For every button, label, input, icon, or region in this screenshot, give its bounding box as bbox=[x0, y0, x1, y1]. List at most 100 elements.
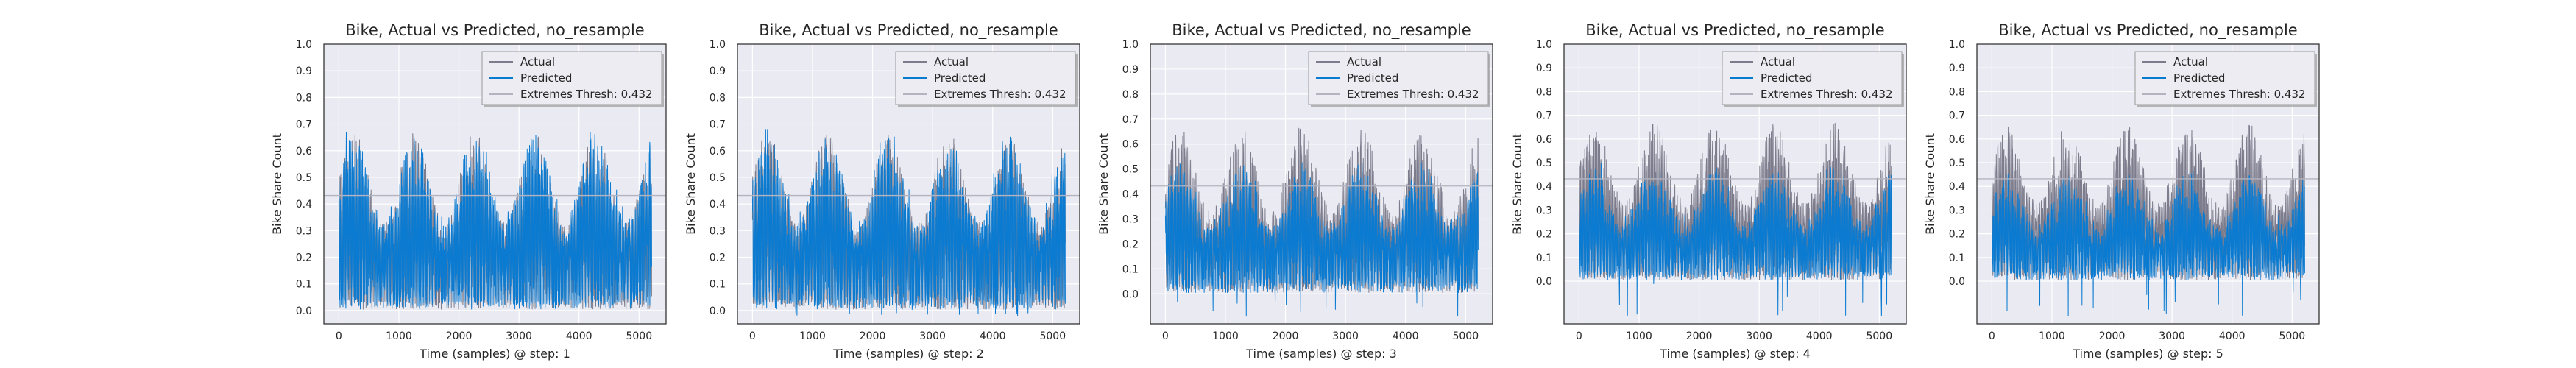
chart4-series-predicted bbox=[1578, 163, 1892, 316]
chart3-ytick-label: 0.6 bbox=[1122, 139, 1139, 151]
chart5-xlabel: Time (samples) @ step: 5 bbox=[2072, 347, 2223, 361]
chart3-ylabel: Bike Share Count bbox=[1097, 133, 1111, 235]
chart5-ytick-label: 0.2 bbox=[1949, 229, 1965, 241]
chart2-ylabel: Bike Share Count bbox=[684, 133, 698, 235]
chart2-xtick-label: 3000 bbox=[919, 330, 946, 342]
chart4-legend-label-threshold: Extremes Thresh: 0.432 bbox=[1761, 88, 1893, 101]
chart4-xtick-label: 2000 bbox=[1686, 330, 1713, 342]
chart5-ytick-label: 0.5 bbox=[1949, 158, 1965, 169]
chart5-xtick-label: 4000 bbox=[2219, 330, 2246, 342]
chart1-title: Bike, Actual vs Predicted, no_resample bbox=[345, 21, 644, 40]
chart2-frame bbox=[737, 43, 1080, 325]
chart2-legend-label-threshold: Extremes Thresh: 0.432 bbox=[934, 88, 1066, 101]
chart1-frame bbox=[323, 43, 667, 325]
chart3-legend-label-actual: Actual bbox=[1347, 55, 1381, 68]
chart4-xtick-label: 1000 bbox=[1626, 330, 1652, 342]
chart1-xtick-label: 2000 bbox=[446, 330, 473, 342]
chart2-xtick-label: 1000 bbox=[799, 330, 826, 342]
chart5-xtick-label: 3000 bbox=[2159, 330, 2185, 342]
chart2-xtick-label: 4000 bbox=[980, 330, 1006, 342]
chart3-ytick-label: 0.4 bbox=[1122, 189, 1139, 201]
chart1-ytick-label: 0.6 bbox=[296, 146, 312, 158]
chart5-legend-label-threshold: Extremes Thresh: 0.432 bbox=[2173, 88, 2306, 101]
chart2-xlabel: Time (samples) @ step: 2 bbox=[832, 347, 984, 361]
chart2-series-predicted bbox=[751, 129, 1066, 316]
chart3-ytick-label: 0.0 bbox=[1122, 289, 1139, 300]
chart1-ytick-label: 0.5 bbox=[296, 172, 312, 184]
chart4-ytick-label: 0.4 bbox=[1536, 181, 1552, 193]
chart1-legend-label-actual: Actual bbox=[520, 55, 555, 68]
chart5-xtick-label: 5000 bbox=[2279, 330, 2305, 342]
chart1-legend-label-threshold: Extremes Thresh: 0.432 bbox=[520, 88, 653, 101]
chart2-legend-label-actual: Actual bbox=[934, 55, 969, 68]
chart5-xtick-label: 1000 bbox=[2039, 330, 2065, 342]
chart3-ytick-label: 0.5 bbox=[1122, 164, 1139, 176]
chart2: 0.0 0.1 0.2 0.3 0.4 0.5 0.6 0.7 0.8 0.9 1.0 0 1000 20… bbox=[684, 21, 1080, 361]
chart5-xtick-label: 0 bbox=[1989, 330, 1995, 342]
chart5-ytick-label: 0.3 bbox=[1949, 205, 1965, 216]
chart4-ytick-label: 0.7 bbox=[1536, 110, 1552, 122]
chart3-ytick-label: 1.0 bbox=[1122, 39, 1139, 51]
chart5-ytick-label: 0.9 bbox=[1949, 63, 1965, 74]
chart4-ytick-label: 0.6 bbox=[1536, 134, 1552, 146]
chart3: 0.0 0.1 0.2 0.3 0.4 0.5 0.6 0.7 0.8 0.9 1.0 0 1000 20… bbox=[1097, 21, 1493, 361]
chart3-ytick-label: 0.9 bbox=[1122, 64, 1139, 76]
chart2-ytick-label: 0.5 bbox=[710, 172, 726, 184]
chart4-xtick-label: 3000 bbox=[1746, 330, 1772, 342]
chart1-ytick-label: 0.2 bbox=[296, 252, 312, 264]
chart2-ytick-label: 0.3 bbox=[710, 225, 726, 237]
chart1-xtick-label: 3000 bbox=[506, 330, 532, 342]
chart1-xtick-label: 1000 bbox=[386, 330, 412, 342]
chart3-title: Bike, Actual vs Predicted, no_resample bbox=[1172, 21, 1471, 40]
chart3-xtick-label: 4000 bbox=[1393, 330, 1419, 342]
chart2-ytick-label: 0.7 bbox=[710, 119, 726, 131]
chart2-ytick-label: 1.0 bbox=[710, 39, 726, 51]
chart1-series-predicted bbox=[338, 132, 652, 310]
chart1-xtick-label: 4000 bbox=[566, 330, 592, 342]
chart3-ytick-label: 0.8 bbox=[1122, 89, 1139, 101]
chart4-ytick-label: 0.8 bbox=[1536, 86, 1552, 98]
chart1-ytick-label: 0.1 bbox=[296, 279, 312, 291]
chart4-frame bbox=[1563, 43, 1907, 325]
chart2-ytick-label: 0.1 bbox=[710, 279, 726, 291]
chart1-ytick-label: 0.9 bbox=[296, 66, 312, 77]
chart5-ylabel: Bike Share Count bbox=[1923, 133, 1937, 235]
chart5-ytick-label: 0.6 bbox=[1949, 134, 1965, 146]
chart4-ytick-label: 0.1 bbox=[1536, 252, 1552, 264]
chart2-ytick-label: 0.6 bbox=[710, 146, 726, 158]
chart1: 0.0 0.1 0.2 0.3 0.4 0.5 0.6 0.7 0.8 0.9 1.0 0 1000 20… bbox=[270, 21, 667, 361]
chart3-xtick-label: 1000 bbox=[1212, 330, 1239, 342]
chart5-ytick-label: 0.7 bbox=[1949, 110, 1965, 122]
chart1-ytick-label: 0.7 bbox=[296, 119, 312, 131]
chart1-ylabel: Bike Share Count bbox=[270, 133, 284, 235]
chart3-ytick-label: 0.7 bbox=[1122, 114, 1139, 126]
chart5-xtick-label: 2000 bbox=[2099, 330, 2126, 342]
chart4-ytick-label: 0.0 bbox=[1536, 276, 1552, 288]
chart5-title: Bike, Actual vs Predicted, no_resample bbox=[1998, 21, 2297, 40]
chart5: 0.0 0.1 0.2 0.3 0.4 0.5 0.6 0.7 0.8 0.9 1.0 0 1000 20… bbox=[1923, 21, 2320, 361]
chart1-ytick-label: 0.4 bbox=[296, 199, 312, 210]
chart3-legend-label-threshold: Extremes Thresh: 0.432 bbox=[1347, 88, 1479, 101]
chart5-ytick-label: 0.4 bbox=[1949, 181, 1965, 193]
chart4-ytick-label: 0.9 bbox=[1536, 63, 1552, 74]
chart4-xtick-label: 4000 bbox=[1806, 330, 1833, 342]
chart4-ytick-label: 0.2 bbox=[1536, 229, 1552, 241]
chart5-ytick-label: 0.0 bbox=[1949, 276, 1965, 288]
chart4-ytick-label: 0.5 bbox=[1536, 158, 1552, 169]
chart4-xtick-label: 0 bbox=[1576, 330, 1582, 342]
chart4-legend-label-actual: Actual bbox=[1761, 55, 1795, 68]
chart1-ytick-label: 0.3 bbox=[296, 225, 312, 237]
chart4-ylabel: Bike Share Count bbox=[1510, 133, 1524, 235]
chart1-ytick-label: 0.8 bbox=[296, 92, 312, 104]
chart3-xtick-label: 5000 bbox=[1452, 330, 1479, 342]
chart5-ytick-label: 0.8 bbox=[1949, 86, 1965, 98]
chart3-xtick-label: 0 bbox=[1162, 330, 1169, 342]
chart1-ytick-label: 0.0 bbox=[296, 305, 312, 317]
chart3-frame bbox=[1150, 43, 1493, 325]
chart2-ytick-label: 0.2 bbox=[710, 252, 726, 264]
chart1-xtick-label: 0 bbox=[336, 330, 342, 342]
chart1-ytick-label: 1.0 bbox=[296, 39, 312, 51]
chart1-xtick-label: 5000 bbox=[626, 330, 652, 342]
chart3-ytick-label: 0.2 bbox=[1122, 238, 1139, 250]
